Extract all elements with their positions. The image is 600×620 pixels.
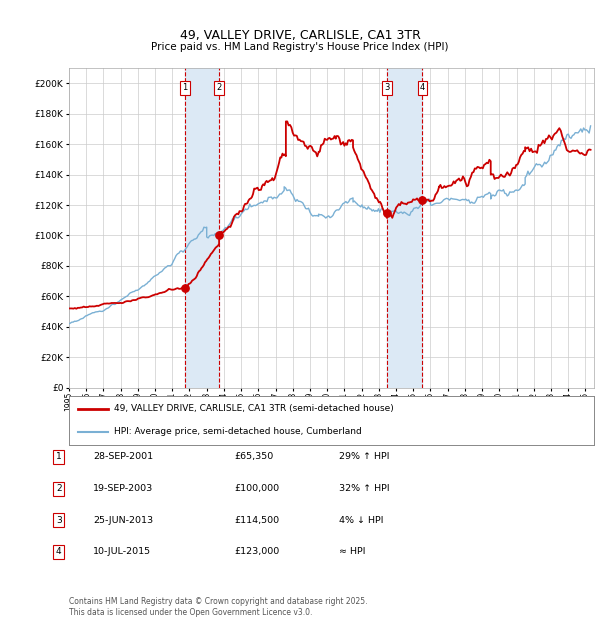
Text: 3: 3 — [385, 84, 390, 92]
Text: 4% ↓ HPI: 4% ↓ HPI — [339, 516, 383, 525]
Text: £65,350: £65,350 — [234, 453, 273, 461]
Point — [382, 208, 392, 218]
Text: 2: 2 — [217, 84, 222, 92]
Text: 29% ↑ HPI: 29% ↑ HPI — [339, 453, 389, 461]
Text: 49, VALLEY DRIVE, CARLISLE, CA1 3TR: 49, VALLEY DRIVE, CARLISLE, CA1 3TR — [179, 30, 421, 42]
Text: 1: 1 — [182, 84, 188, 92]
Text: 2: 2 — [56, 484, 62, 493]
Point — [180, 283, 190, 293]
Point — [214, 231, 224, 241]
Text: 28-SEP-2001: 28-SEP-2001 — [93, 453, 153, 461]
Text: 49, VALLEY DRIVE, CARLISLE, CA1 3TR (semi-detached house): 49, VALLEY DRIVE, CARLISLE, CA1 3TR (sem… — [113, 404, 394, 414]
Text: 19-SEP-2003: 19-SEP-2003 — [93, 484, 153, 493]
Bar — [387, 68, 422, 388]
Text: Price paid vs. HM Land Registry's House Price Index (HPI): Price paid vs. HM Land Registry's House … — [151, 42, 449, 52]
Text: HPI: Average price, semi-detached house, Cumberland: HPI: Average price, semi-detached house,… — [113, 427, 361, 436]
Point — [418, 195, 427, 205]
Text: 1: 1 — [56, 453, 62, 461]
Text: £123,000: £123,000 — [234, 547, 279, 556]
Text: 3: 3 — [56, 516, 62, 525]
Bar — [185, 68, 219, 388]
Text: 4: 4 — [419, 84, 425, 92]
Text: 4: 4 — [56, 547, 62, 556]
Text: Contains HM Land Registry data © Crown copyright and database right 2025.
This d: Contains HM Land Registry data © Crown c… — [69, 598, 367, 617]
Text: 10-JUL-2015: 10-JUL-2015 — [93, 547, 151, 556]
Text: £100,000: £100,000 — [234, 484, 279, 493]
Text: 25-JUN-2013: 25-JUN-2013 — [93, 516, 153, 525]
Text: ≈ HPI: ≈ HPI — [339, 547, 365, 556]
Text: 32% ↑ HPI: 32% ↑ HPI — [339, 484, 389, 493]
Text: £114,500: £114,500 — [234, 516, 279, 525]
